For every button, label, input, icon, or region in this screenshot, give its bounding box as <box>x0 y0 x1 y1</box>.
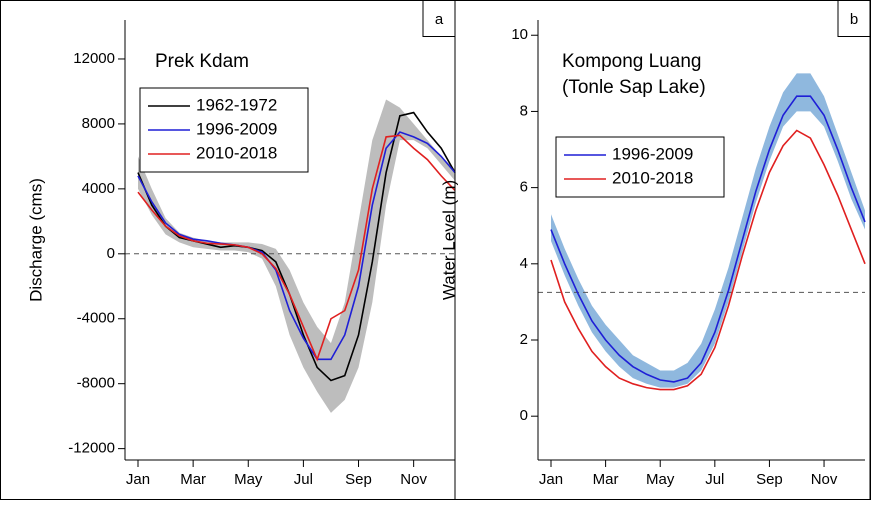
legend-label: 2010-2018 <box>196 143 277 162</box>
x-tick-label: Nov <box>811 471 838 488</box>
series-line <box>550 95 866 383</box>
panel-title: Prek Kdam <box>155 51 249 72</box>
y-tick-label: 6 <box>520 179 528 196</box>
series-line <box>137 134 456 362</box>
x-tick-label: May <box>646 471 675 488</box>
x-tick-label: Sep <box>756 471 783 488</box>
panel-label: a <box>435 11 444 28</box>
x-tick-label: May <box>234 471 263 488</box>
legend-label: 1996-2009 <box>196 119 277 138</box>
legend-label: 2010-2018 <box>612 168 693 187</box>
y-tick-label: 8 <box>520 102 528 119</box>
y-tick-label: 2 <box>520 331 528 348</box>
y-axis-label: Discharge (cms) <box>26 178 45 302</box>
series-line <box>550 129 866 391</box>
x-tick-label: Jul <box>294 471 313 488</box>
legend-label: 1962-1972 <box>196 95 277 114</box>
legend-box <box>555 136 725 198</box>
panel-title: (Tonle Sap Lake) <box>562 77 706 98</box>
panel-label: b <box>850 11 858 28</box>
y-tick-label: -12000 <box>68 440 115 457</box>
y-tick-label: -4000 <box>77 310 115 327</box>
x-tick-label: Sep <box>345 471 372 488</box>
x-tick-label: Jul <box>705 471 724 488</box>
y-tick-label: 10 <box>511 26 528 43</box>
y-tick-label: 4000 <box>82 180 115 197</box>
x-tick-label: Mar <box>593 471 619 488</box>
y-tick-label: 0 <box>107 245 115 262</box>
x-tick-label: Jan <box>539 471 563 488</box>
x-tick-label: Mar <box>180 471 206 488</box>
y-axis-label: Water Level (m) <box>439 180 458 300</box>
panel-label-box <box>837 0 871 37</box>
x-tick-label: Nov <box>400 471 427 488</box>
y-tick-label: -8000 <box>77 375 115 392</box>
panel-label-box <box>422 0 456 37</box>
y-tick-label: 4 <box>520 255 528 272</box>
panel-title: Kompong Luang <box>562 51 701 72</box>
x-tick-label: Jan <box>126 471 150 488</box>
y-tick-label: 8000 <box>82 115 115 132</box>
legend-label: 1996-2009 <box>612 144 693 163</box>
y-tick-label: 12000 <box>73 50 115 67</box>
y-tick-label: 0 <box>520 407 528 424</box>
series-line <box>137 131 456 361</box>
